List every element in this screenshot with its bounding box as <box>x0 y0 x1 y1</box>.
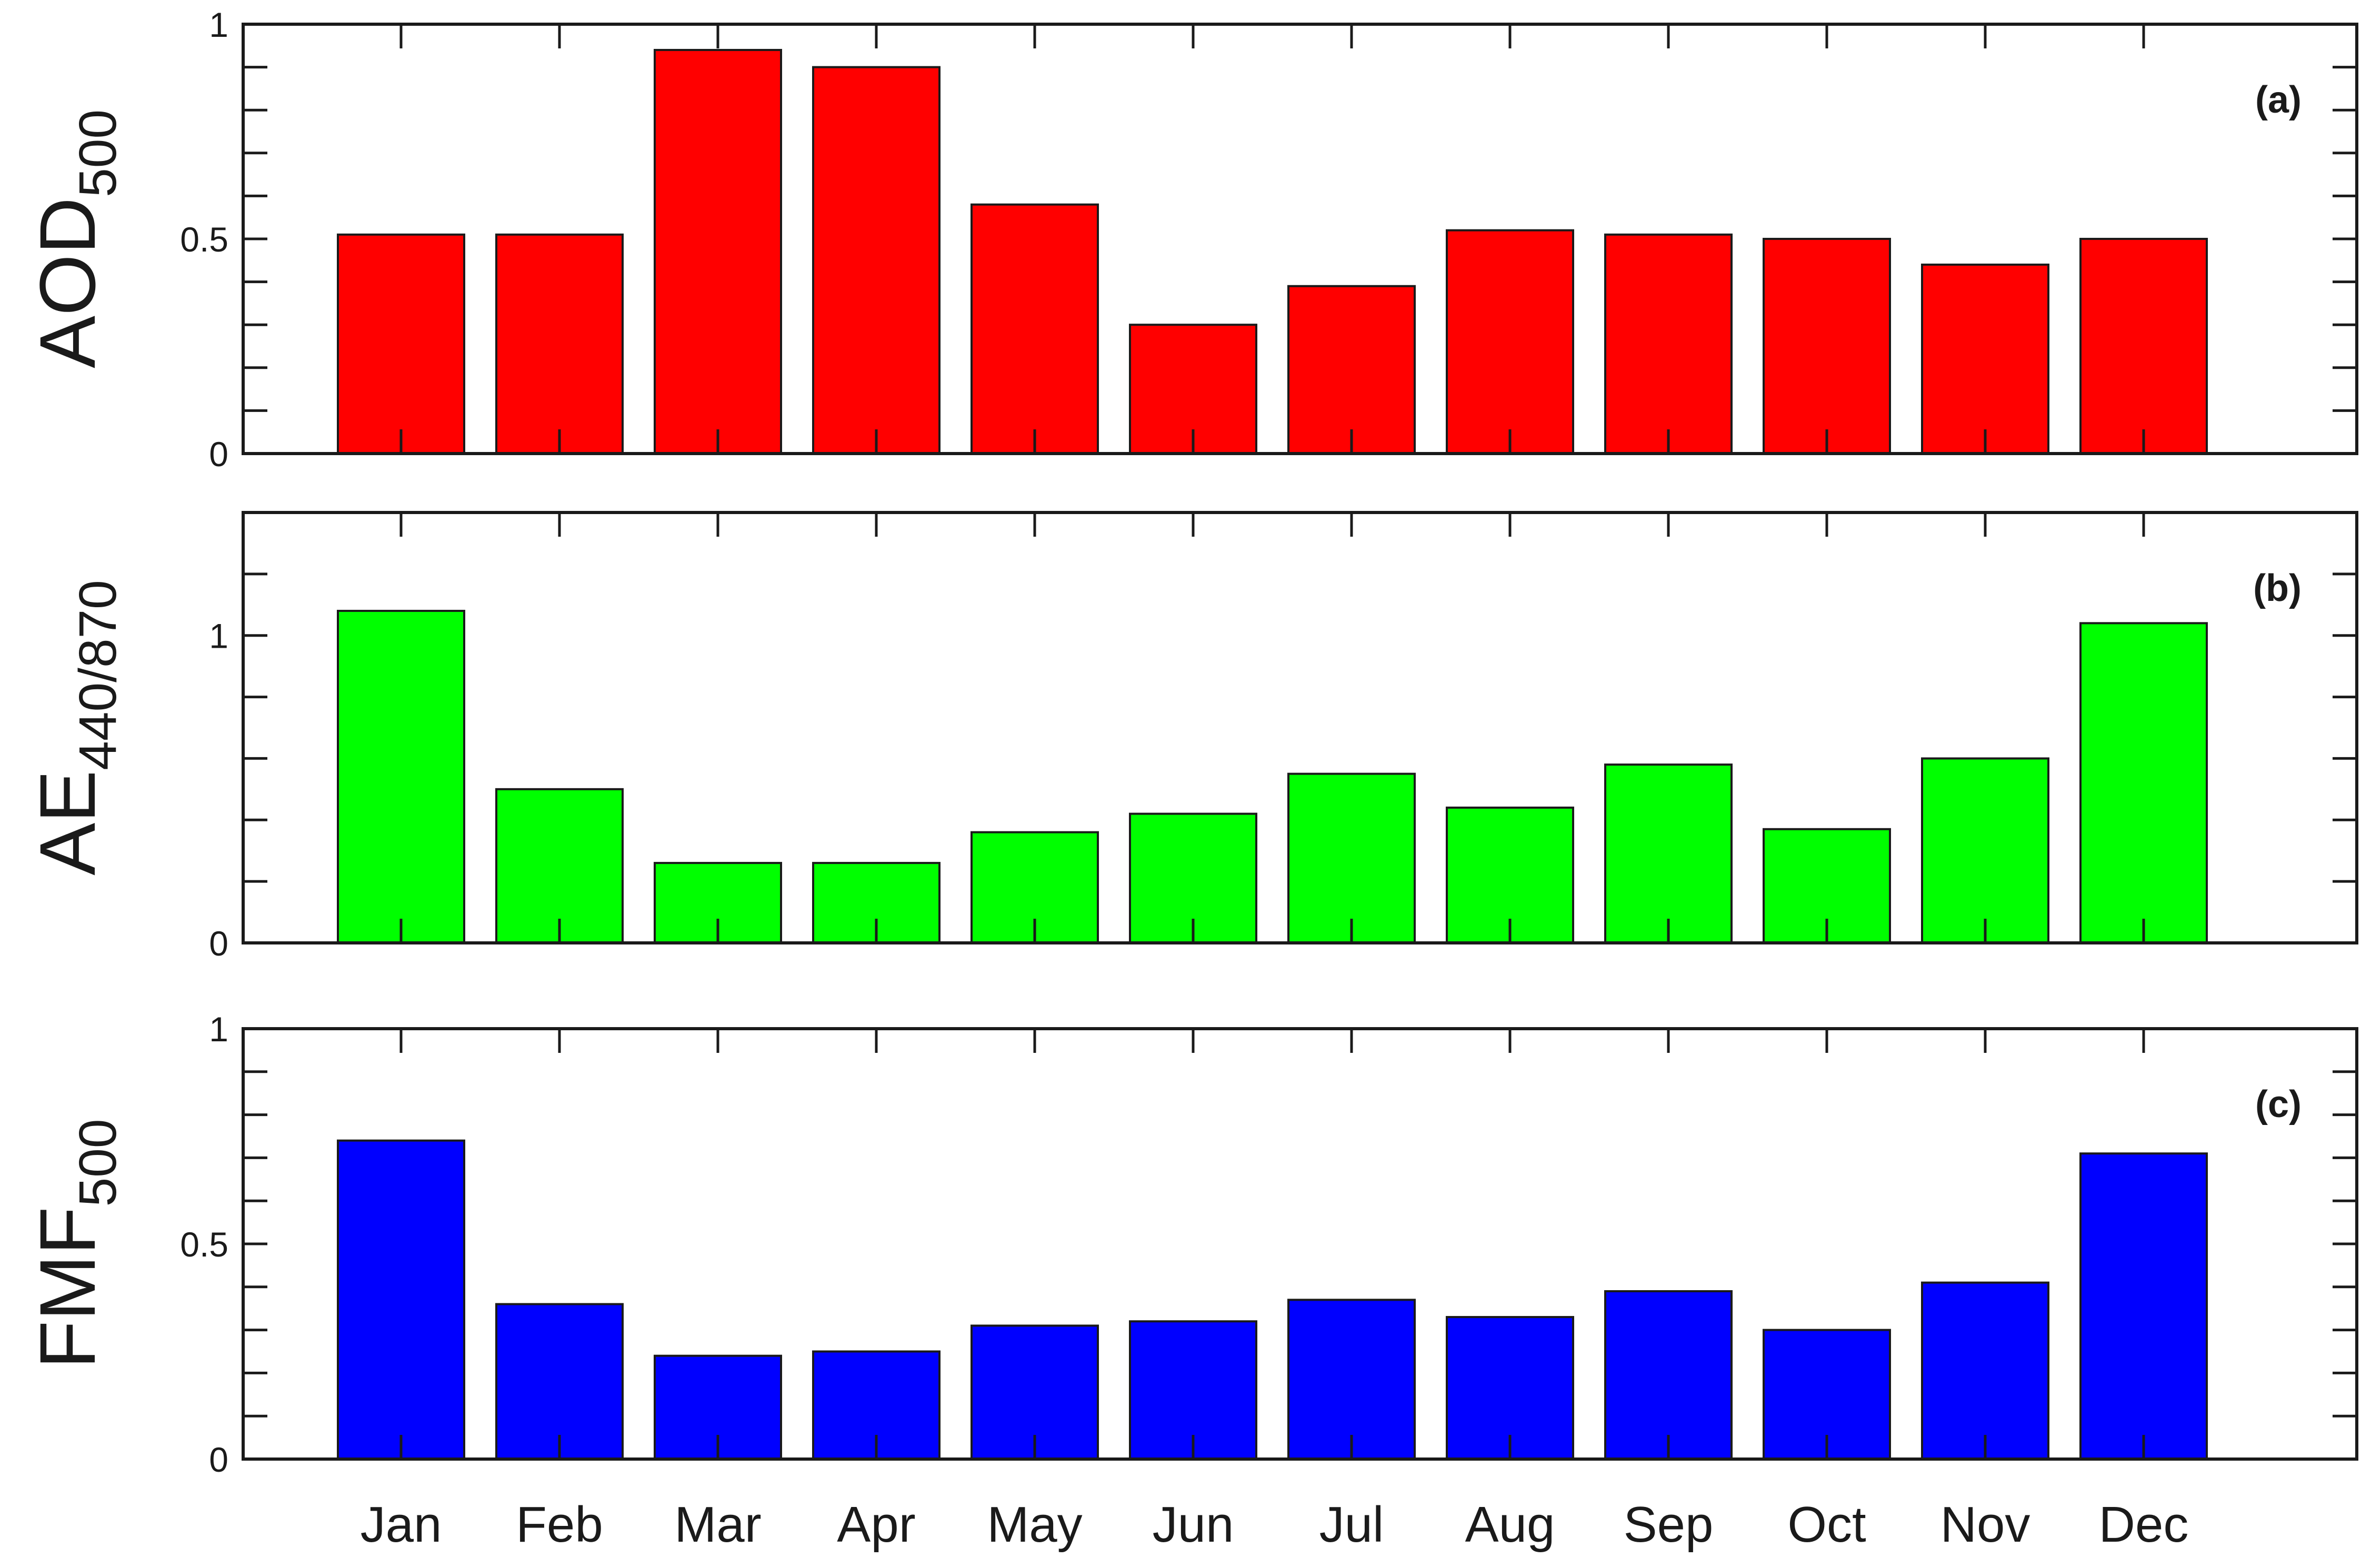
x-tick-label-sep: Sep <box>1624 1496 1714 1553</box>
panel-1: 0 0.5 1 (a) AOD500 <box>23 5 2358 474</box>
x-tick-label-oct: Oct <box>1787 1496 1866 1553</box>
panel-2: 0 1 (b) AE440/870 <box>23 511 2358 963</box>
x-tick-label-mar: Mar <box>674 1496 761 1553</box>
y-tick-label: 0 <box>209 1440 228 1479</box>
y-tick-label: 0 <box>209 924 228 963</box>
x-tick-label-apr: Apr <box>837 1496 915 1553</box>
bar-dec <box>2079 622 2208 944</box>
bar-may <box>971 203 1099 455</box>
bar-jul <box>1287 285 1416 455</box>
y-axis-label-subscript: 440/870 <box>68 580 127 770</box>
y-tick-label: 1 <box>209 617 228 656</box>
y-tick-label: 0.5 <box>180 220 228 259</box>
bar-nov <box>1921 757 2049 944</box>
bar-feb <box>495 233 624 455</box>
bar-dec <box>2079 238 2208 455</box>
bar-mar <box>654 48 782 455</box>
bar-jan <box>337 609 465 944</box>
bar-oct <box>1763 238 1891 455</box>
x-tick-label-jun: Jun <box>1153 1496 1234 1553</box>
panel-label: (c) <box>2255 1083 2302 1125</box>
x-tick-label-aug: Aug <box>1465 1496 1555 1553</box>
bar-aug <box>1446 229 1574 455</box>
bar-jan <box>337 233 465 455</box>
y-tick-label: 0 <box>209 435 228 474</box>
bar-nov <box>1921 1281 2049 1461</box>
y-axis-label-main: AOD <box>23 197 112 368</box>
bar-sep <box>1604 763 1733 944</box>
bar-sep <box>1604 1290 1733 1460</box>
y-axis-label: FMF500 <box>23 1119 127 1369</box>
panel-label: (a) <box>2255 79 2302 121</box>
y-tick-label: 1 <box>209 5 228 44</box>
bar-dec <box>2079 1152 2208 1460</box>
bar-apr <box>812 66 941 455</box>
bar-nov <box>1921 263 2049 455</box>
bar-jan <box>337 1139 465 1460</box>
panel-3: 0 0.5 1 (c) FMF500 Jan Feb Mar Apr May Jun Jul Aug Se… <box>23 1010 2358 1553</box>
bar-jul <box>1287 772 1416 944</box>
panel-label: (b) <box>2253 567 2302 609</box>
bar-sep <box>1604 233 1733 455</box>
x-tick-label-dec: Dec <box>2099 1496 2189 1553</box>
y-axis-label-subscript: 500 <box>68 1119 127 1207</box>
axes-frame <box>242 511 2358 944</box>
y-axis-label-subscript: 500 <box>68 109 127 197</box>
y-tick-label: 0.5 <box>180 1225 228 1264</box>
x-tick-label-feb: Feb <box>516 1496 603 1553</box>
x-tick-label-jan: Jan <box>361 1496 442 1553</box>
x-tick-label-jul: Jul <box>1319 1496 1384 1553</box>
bar-jul <box>1287 1299 1416 1461</box>
x-tick-label-nov: Nov <box>1940 1496 2030 1553</box>
bar-apr <box>812 862 941 944</box>
y-axis-label-main: FMF <box>23 1207 112 1369</box>
bar-oct <box>1763 1329 1891 1461</box>
y-axis-label: AE440/870 <box>23 580 127 876</box>
y-tick-label: 1 <box>209 1010 228 1049</box>
x-tick-label-may: May <box>987 1496 1082 1553</box>
bar-feb <box>495 788 624 944</box>
y-axis-label: AOD500 <box>23 109 127 368</box>
bar-feb <box>495 1303 624 1461</box>
y-axis-label-main: AE <box>23 770 112 876</box>
